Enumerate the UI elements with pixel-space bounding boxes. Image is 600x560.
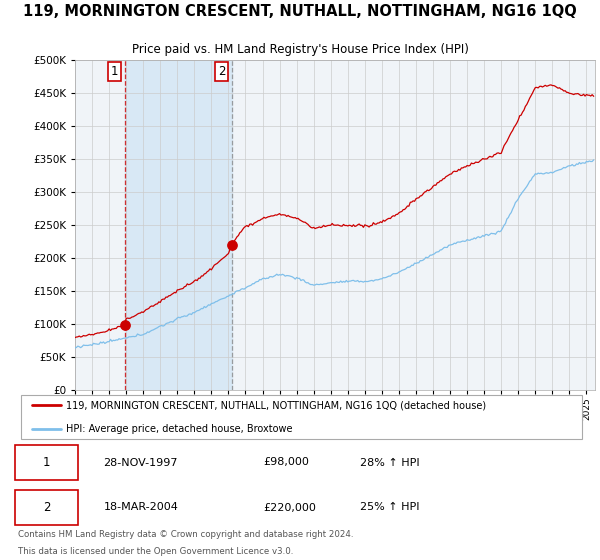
Bar (125, 60, 232, 390)
Text: 1: 1 (110, 65, 118, 78)
Text: 25% ↑ HPI: 25% ↑ HPI (360, 502, 419, 512)
Text: 18-MAR-2004: 18-MAR-2004 (104, 502, 178, 512)
Text: Price paid vs. HM Land Registry's House Price Index (HPI): Price paid vs. HM Land Registry's House … (131, 43, 469, 55)
FancyBboxPatch shape (15, 491, 78, 525)
FancyBboxPatch shape (15, 445, 78, 479)
Text: 28-NOV-1997: 28-NOV-1997 (104, 458, 178, 468)
Text: 1: 1 (43, 456, 50, 469)
Text: Contains HM Land Registry data © Crown copyright and database right 2024.: Contains HM Land Registry data © Crown c… (18, 530, 353, 539)
Text: £220,000: £220,000 (263, 502, 316, 512)
FancyBboxPatch shape (21, 395, 582, 438)
Text: 28% ↑ HPI: 28% ↑ HPI (360, 458, 419, 468)
Point (227, 240, 237, 249)
Point (120, 321, 130, 330)
Text: 119, MORNINGTON CRESCENT, NUTHALL, NOTTINGHAM, NG16 1QQ: 119, MORNINGTON CRESCENT, NUTHALL, NOTTI… (23, 4, 577, 20)
Text: £98,000: £98,000 (263, 458, 309, 468)
Text: 2: 2 (218, 65, 226, 78)
Text: 119, MORNINGTON CRESCENT, NUTHALL, NOTTINGHAM, NG16 1QQ (detached house): 119, MORNINGTON CRESCENT, NUTHALL, NOTTI… (67, 400, 487, 410)
Text: HPI: Average price, detached house, Broxtowe: HPI: Average price, detached house, Brox… (67, 424, 293, 434)
Text: This data is licensed under the Open Government Licence v3.0.: This data is licensed under the Open Gov… (18, 547, 293, 557)
Text: 2: 2 (43, 501, 50, 514)
